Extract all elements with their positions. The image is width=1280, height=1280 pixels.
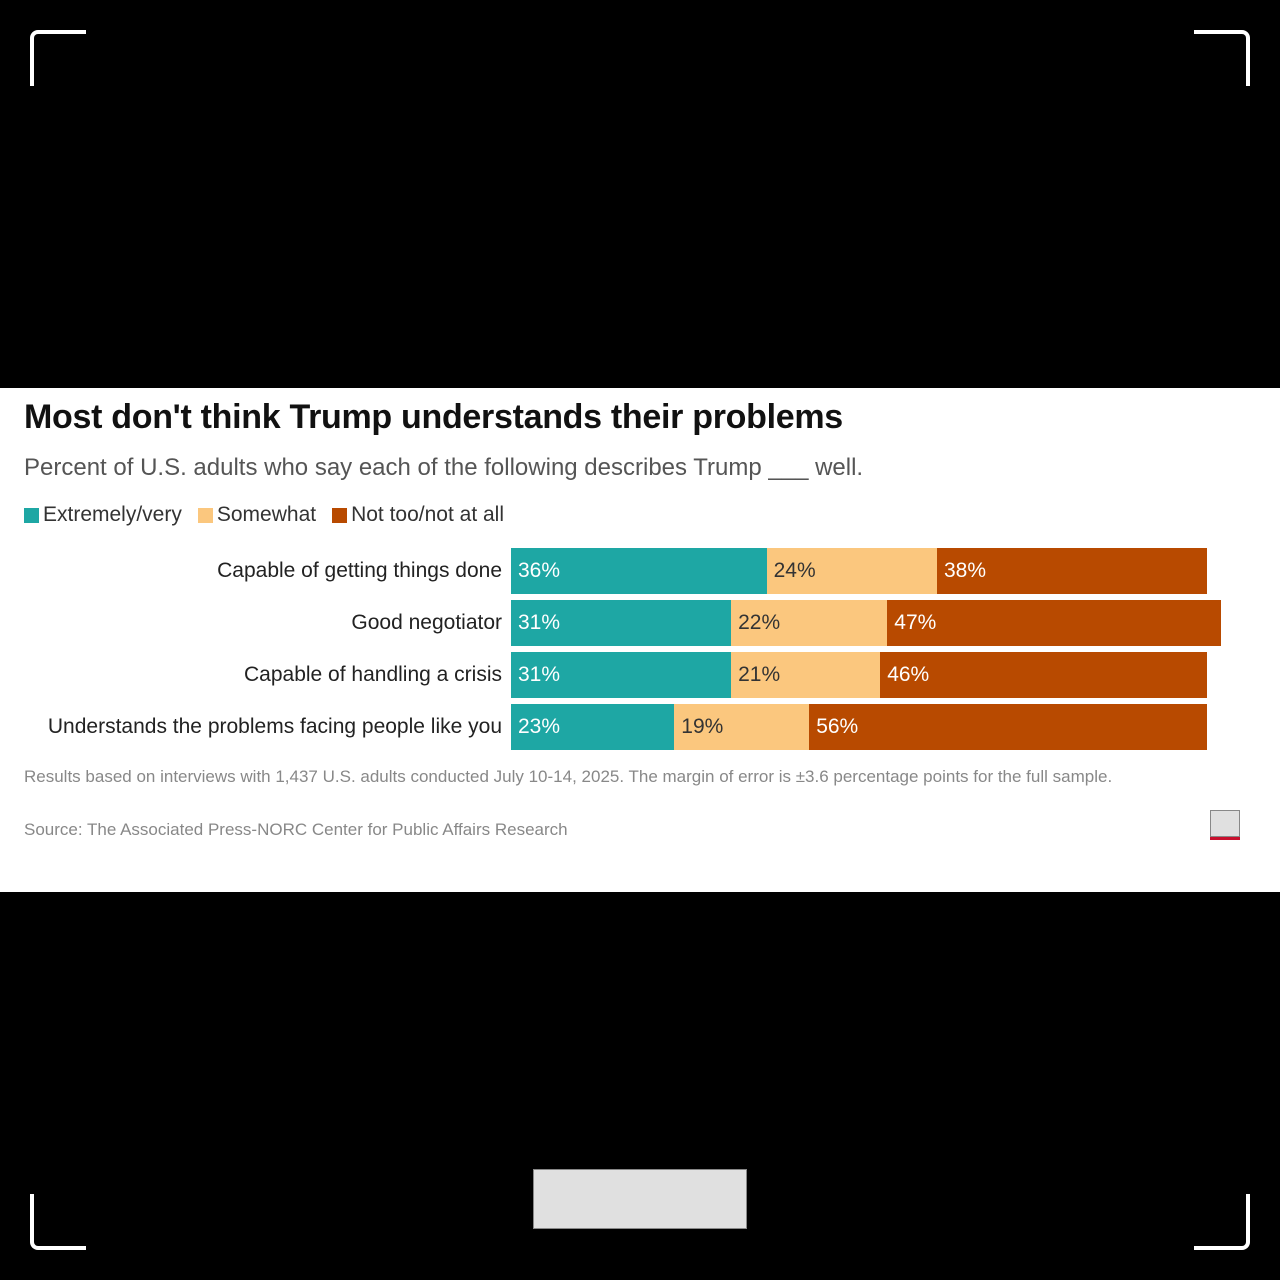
bar-segment: 19% bbox=[674, 704, 810, 750]
bar-row: Understands the problems facing people l… bbox=[0, 704, 1280, 750]
bar-segment: 31% bbox=[511, 600, 732, 646]
bar-segment: 38% bbox=[937, 548, 1207, 594]
data-label: 38% bbox=[944, 559, 987, 582]
frame-corner-bottom-left bbox=[30, 1194, 86, 1250]
legend-item: Not too/not at all bbox=[332, 503, 504, 527]
bar-row: Capable of getting things done 36% 24% 38% bbox=[0, 548, 1280, 594]
data-label: 56% bbox=[816, 715, 859, 738]
bar-segment: 31% bbox=[511, 652, 732, 698]
bar-track: 36% 24% 38% bbox=[511, 548, 1241, 594]
legend-item: Somewhat bbox=[197, 503, 317, 527]
frame-corner-top-left bbox=[30, 30, 86, 86]
bar-track: 31% 22% 47% bbox=[511, 600, 1241, 646]
chart-note: Results based on interviews with 1,437 U… bbox=[24, 767, 1113, 786]
bar-segment: 56% bbox=[809, 704, 1207, 750]
category-label: Good negotiator bbox=[351, 611, 502, 634]
legend-swatch bbox=[197, 507, 213, 523]
bar-row: Capable of handling a crisis 31% 21% 46% bbox=[0, 652, 1280, 698]
bar-segment: 36% bbox=[511, 548, 767, 594]
legend-swatch bbox=[24, 507, 39, 523]
data-label: 23% bbox=[518, 715, 561, 738]
frame-corner-bottom-right bbox=[1194, 1194, 1250, 1250]
bar-track: 31% 21% 46% bbox=[511, 652, 1241, 698]
data-label: 19% bbox=[681, 715, 724, 738]
chart-panel: Most don't think Trump understands their… bbox=[0, 388, 1280, 892]
data-label: 36% bbox=[518, 559, 561, 582]
category-label: Capable of handling a crisis bbox=[244, 663, 502, 686]
data-label: 31% bbox=[518, 611, 561, 634]
chart-source: Source: The Associated Press-NORC Center… bbox=[24, 820, 568, 839]
bar-segment: 24% bbox=[766, 548, 937, 594]
bar-segment: 22% bbox=[731, 600, 888, 646]
legend-swatch bbox=[332, 507, 348, 523]
legend-label: Somewhat bbox=[216, 503, 317, 526]
bar-segment: 23% bbox=[511, 704, 675, 750]
category-label: Capable of getting things done bbox=[217, 559, 502, 582]
data-label: 46% bbox=[887, 663, 930, 686]
chart-legend: Extremely/very Somewhat Not too/not at all bbox=[24, 503, 504, 527]
frame-corner-top-right bbox=[1194, 30, 1250, 86]
bar-segment: 46% bbox=[880, 652, 1207, 698]
ap-logo bbox=[1210, 810, 1240, 840]
data-label: 31% bbox=[518, 663, 561, 686]
legend-label: Extremely/very bbox=[43, 503, 182, 526]
data-label: 24% bbox=[773, 559, 816, 582]
legend-item: Extremely/very bbox=[24, 503, 182, 527]
bar-segment: 21% bbox=[731, 652, 881, 698]
bar-row: Good negotiator 31% 22% 47% bbox=[0, 600, 1280, 646]
data-label: 21% bbox=[738, 663, 781, 686]
chart-subtitle: Percent of U.S. adults who say each of t… bbox=[24, 454, 864, 481]
legend-label: Not too/not at all bbox=[351, 503, 505, 526]
bar-track: 23% 19% 56% bbox=[511, 704, 1241, 750]
data-label: 47% bbox=[894, 611, 937, 634]
data-label: 22% bbox=[738, 611, 781, 634]
chart-title: Most don't think Trump understands their… bbox=[24, 398, 843, 436]
fars-logo bbox=[533, 1169, 747, 1229]
bar-segment: 47% bbox=[887, 600, 1221, 646]
category-label: Understands the problems facing people l… bbox=[47, 715, 502, 738]
